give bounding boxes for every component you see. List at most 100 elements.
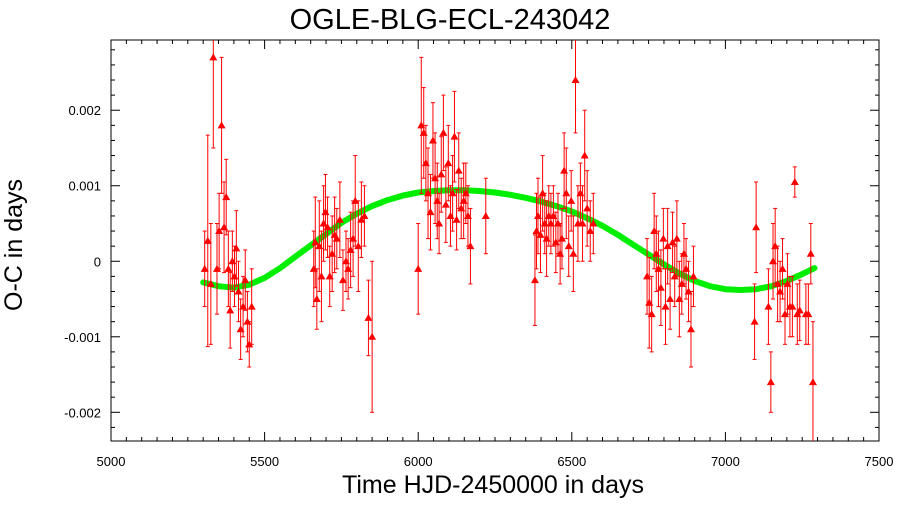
data-point	[368, 332, 377, 340]
data-point	[530, 276, 539, 284]
data-point	[426, 208, 435, 216]
data-point	[659, 234, 668, 242]
data-point	[209, 53, 218, 61]
x-tick-label: 5500	[250, 454, 279, 469]
data-point	[663, 242, 672, 250]
data-point	[567, 196, 576, 204]
data-point	[217, 121, 226, 129]
x-axis-title: Time HJD-2450000 in days	[342, 471, 644, 499]
data-point	[226, 306, 235, 314]
data-point	[444, 159, 453, 167]
y-tick-label: 0	[94, 254, 101, 269]
data-point	[421, 159, 430, 167]
data-point	[578, 219, 587, 227]
fit-curve	[200, 187, 818, 293]
data-point	[571, 76, 580, 84]
data-point	[580, 151, 589, 159]
data-point	[569, 249, 578, 257]
data-point	[686, 325, 695, 333]
data-point	[439, 128, 448, 136]
plot-area: 5000 5500 6000 6500 7000 7500 -0.002 -0.001 0 0.0…	[64, 39, 893, 469]
data-point	[589, 219, 598, 227]
y-axis-title: O-C in days	[0, 179, 28, 311]
data-point	[203, 236, 212, 244]
data-point	[232, 244, 241, 252]
chart-title: OGLE-BLG-ECL-243042	[290, 4, 611, 36]
data-point	[222, 193, 231, 201]
data-point	[766, 378, 775, 386]
data-point	[661, 302, 670, 310]
data-point	[769, 257, 778, 265]
data-point	[454, 166, 463, 174]
data-point	[414, 264, 423, 272]
data-point	[433, 196, 442, 204]
data-point	[788, 302, 797, 310]
data-point	[806, 249, 815, 257]
data-point	[652, 249, 661, 257]
data-point	[542, 234, 551, 242]
data-point	[450, 132, 459, 140]
data-point	[200, 264, 209, 272]
data-point	[228, 257, 237, 265]
data-point	[562, 189, 571, 197]
data-point	[564, 242, 573, 250]
data-point	[586, 227, 595, 235]
data-point	[466, 242, 475, 250]
data-point	[752, 223, 761, 231]
data-point	[360, 211, 369, 219]
data-point	[677, 279, 686, 287]
data-point	[441, 200, 450, 208]
data-point	[656, 283, 665, 291]
data-point	[452, 215, 461, 223]
data-point	[435, 219, 444, 227]
data-point	[245, 340, 254, 348]
data-point	[666, 295, 675, 303]
data-point	[583, 204, 592, 212]
data-point	[670, 272, 679, 280]
data-point	[335, 215, 344, 223]
x-tick-label: 7000	[711, 454, 740, 469]
data-point	[672, 234, 681, 242]
data-point	[224, 264, 233, 272]
data-point	[437, 170, 446, 178]
data-point	[357, 215, 366, 223]
y-tick-label: 0.002	[68, 103, 101, 118]
data-point	[230, 272, 239, 280]
data-point	[689, 272, 698, 280]
data-point	[321, 208, 330, 216]
data-point	[795, 306, 804, 314]
data-point	[323, 223, 332, 231]
data-point	[215, 227, 224, 235]
data-point	[560, 166, 569, 174]
data-point	[312, 295, 321, 303]
plot-frame	[110, 39, 880, 442]
data-point	[808, 378, 817, 386]
data-point	[212, 264, 221, 272]
data-point	[428, 136, 437, 144]
y-tick-label: -0.002	[64, 405, 101, 420]
data-point	[448, 189, 457, 197]
data-point	[446, 211, 455, 219]
data-point	[317, 272, 326, 280]
data-point	[804, 310, 813, 318]
data-point	[780, 310, 789, 318]
x-tick-label: 5000	[97, 454, 126, 469]
data-point	[750, 317, 759, 325]
data-point	[778, 264, 787, 272]
y-tick-label: 0.001	[68, 179, 101, 194]
data-point	[364, 313, 373, 321]
y-tick-label: -0.001	[64, 330, 101, 345]
data-point	[790, 177, 799, 185]
data-point	[557, 234, 566, 242]
data-point	[220, 223, 229, 231]
data-point	[206, 279, 215, 287]
data-point	[241, 276, 250, 284]
data-point	[481, 211, 490, 219]
data-point	[247, 302, 256, 310]
data-point	[764, 302, 773, 310]
data-point	[311, 238, 320, 246]
data-point	[647, 310, 656, 318]
data-point	[536, 230, 545, 238]
